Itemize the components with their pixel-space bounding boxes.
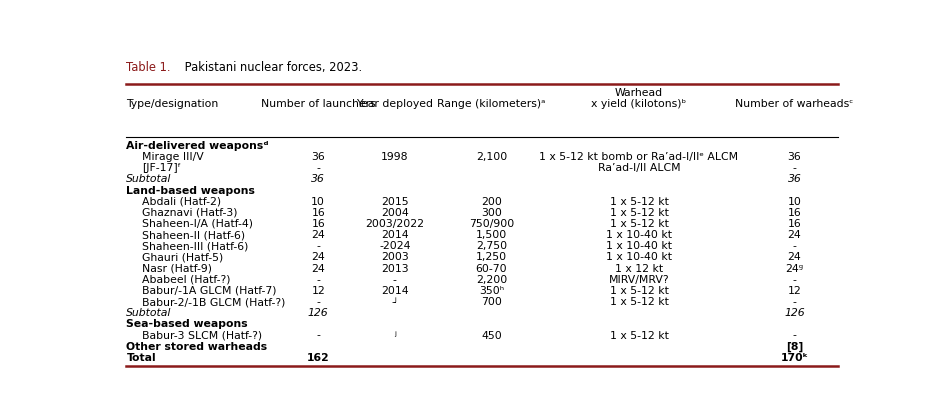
Text: Ghaznavi (Hatf-3): Ghaznavi (Hatf-3) bbox=[142, 208, 238, 218]
Text: 1 x 5-12 kt: 1 x 5-12 kt bbox=[610, 219, 668, 229]
Text: -: - bbox=[792, 163, 796, 173]
Text: [8]: [8] bbox=[786, 342, 803, 352]
Text: 2,100: 2,100 bbox=[476, 152, 507, 162]
Text: 24: 24 bbox=[311, 264, 325, 274]
Text: Type/designation: Type/designation bbox=[126, 99, 218, 109]
Text: Table 1.: Table 1. bbox=[126, 61, 171, 74]
Text: 24ᵍ: 24ᵍ bbox=[786, 264, 804, 274]
Text: 24: 24 bbox=[788, 252, 802, 263]
Text: 24: 24 bbox=[311, 230, 325, 240]
Text: 162: 162 bbox=[307, 353, 329, 363]
Text: 24: 24 bbox=[311, 252, 325, 263]
Text: -: - bbox=[316, 275, 320, 285]
Text: Babur-3 SLCM (Hatf-?): Babur-3 SLCM (Hatf-?) bbox=[142, 331, 263, 341]
Text: 1 x 12 kt: 1 x 12 kt bbox=[615, 264, 663, 274]
Text: Range (kilometers)ᵃ: Range (kilometers)ᵃ bbox=[438, 99, 546, 109]
Text: 24: 24 bbox=[788, 230, 802, 240]
Text: Shaheen-I/A (Hatf-4): Shaheen-I/A (Hatf-4) bbox=[142, 219, 253, 229]
Text: Ghauri (Hatf-5): Ghauri (Hatf-5) bbox=[142, 252, 224, 263]
Text: Warhead: Warhead bbox=[615, 88, 663, 98]
Text: 1,250: 1,250 bbox=[476, 252, 507, 263]
Text: -: - bbox=[792, 275, 796, 285]
Text: 2003: 2003 bbox=[381, 252, 408, 263]
Text: -: - bbox=[316, 331, 320, 341]
Text: -: - bbox=[316, 241, 320, 251]
Text: 1,500: 1,500 bbox=[476, 230, 507, 240]
Text: 300: 300 bbox=[481, 208, 502, 218]
Text: -: - bbox=[792, 297, 796, 307]
Text: 1 x 5-12 kt: 1 x 5-12 kt bbox=[610, 197, 668, 206]
Text: Year deployed: Year deployed bbox=[357, 99, 433, 109]
Text: 2,200: 2,200 bbox=[476, 275, 507, 285]
Text: Babur-2/-1B GLCM (Hatf-?): Babur-2/-1B GLCM (Hatf-?) bbox=[142, 297, 286, 307]
Text: 170ᵏ: 170ᵏ bbox=[780, 353, 808, 363]
Text: 126: 126 bbox=[784, 308, 805, 318]
Text: 1 x 5-12 kt: 1 x 5-12 kt bbox=[610, 286, 668, 296]
Text: MIRV/MRV?: MIRV/MRV? bbox=[609, 275, 669, 285]
Text: Total: Total bbox=[126, 353, 156, 363]
Text: -: - bbox=[316, 163, 320, 173]
Text: Babur/-1A GLCM (Hatf-7): Babur/-1A GLCM (Hatf-7) bbox=[142, 286, 277, 296]
Text: 10: 10 bbox=[788, 197, 802, 206]
Text: 1 x 10-40 kt: 1 x 10-40 kt bbox=[606, 252, 672, 263]
Text: 700: 700 bbox=[481, 297, 502, 307]
Text: -: - bbox=[792, 241, 796, 251]
Text: 750/900: 750/900 bbox=[469, 219, 514, 229]
Text: 2014: 2014 bbox=[381, 286, 408, 296]
Text: ʲ: ʲ bbox=[394, 331, 395, 341]
Text: 16: 16 bbox=[788, 219, 802, 229]
Text: Subtotal: Subtotal bbox=[126, 174, 172, 184]
Text: -ʲ: -ʲ bbox=[391, 297, 398, 307]
Text: Ababeel (Hatf-?): Ababeel (Hatf-?) bbox=[142, 275, 231, 285]
Text: -: - bbox=[316, 297, 320, 307]
Text: Ra’ad-I/II ALCM: Ra’ad-I/II ALCM bbox=[598, 163, 680, 173]
Text: 16: 16 bbox=[311, 208, 325, 218]
Text: -2024: -2024 bbox=[379, 241, 410, 251]
Text: 1 x 10-40 kt: 1 x 10-40 kt bbox=[606, 230, 672, 240]
Text: Number of launchers: Number of launchers bbox=[261, 99, 375, 109]
Text: 2003/2022: 2003/2022 bbox=[365, 219, 424, 229]
Text: 2013: 2013 bbox=[381, 264, 408, 274]
Text: 36: 36 bbox=[788, 152, 802, 162]
Text: Number of warheadsᶜ: Number of warheadsᶜ bbox=[735, 99, 853, 109]
Text: 36: 36 bbox=[311, 152, 325, 162]
Text: Air-delivered weaponsᵈ: Air-delivered weaponsᵈ bbox=[126, 141, 269, 151]
Text: 16: 16 bbox=[788, 208, 802, 218]
Text: Shaheen-III (Hatf-6): Shaheen-III (Hatf-6) bbox=[142, 241, 248, 251]
Text: [JF-17]ᶠ: [JF-17]ᶠ bbox=[142, 163, 182, 173]
Text: 36: 36 bbox=[311, 174, 325, 184]
Text: Sea-based weapons: Sea-based weapons bbox=[126, 319, 248, 329]
Text: -: - bbox=[792, 331, 796, 341]
Text: 2015: 2015 bbox=[381, 197, 408, 206]
Text: 12: 12 bbox=[788, 286, 802, 296]
Text: 1 x 5-12 kt: 1 x 5-12 kt bbox=[610, 208, 668, 218]
Text: 60-70: 60-70 bbox=[475, 264, 507, 274]
Text: 126: 126 bbox=[308, 308, 328, 318]
Text: Nasr (Hatf-9): Nasr (Hatf-9) bbox=[142, 264, 213, 274]
Text: 1 x 5-12 kt: 1 x 5-12 kt bbox=[610, 331, 668, 341]
Text: 1 x 5-12 kt: 1 x 5-12 kt bbox=[610, 297, 668, 307]
Text: 1998: 1998 bbox=[381, 152, 408, 162]
Text: 1 x 5-12 kt bomb or Ra’ad-I/IIᵉ ALCM: 1 x 5-12 kt bomb or Ra’ad-I/IIᵉ ALCM bbox=[539, 152, 739, 162]
Text: Subtotal: Subtotal bbox=[126, 308, 172, 318]
Text: Other stored warheads: Other stored warheads bbox=[126, 342, 267, 352]
Text: 16: 16 bbox=[311, 219, 325, 229]
Text: 12: 12 bbox=[311, 286, 325, 296]
Text: 450: 450 bbox=[481, 331, 502, 341]
Text: 2014: 2014 bbox=[381, 230, 408, 240]
Text: x yield (kilotons)ᵇ: x yield (kilotons)ᵇ bbox=[592, 99, 687, 109]
Text: 10: 10 bbox=[311, 197, 325, 206]
Text: 36: 36 bbox=[788, 174, 802, 184]
Text: 350ʰ: 350ʰ bbox=[479, 286, 504, 296]
Text: 2,750: 2,750 bbox=[476, 241, 507, 251]
Text: Pakistani nuclear forces, 2023.: Pakistani nuclear forces, 2023. bbox=[181, 61, 362, 74]
Text: -: - bbox=[392, 275, 397, 285]
Text: 1 x 10-40 kt: 1 x 10-40 kt bbox=[606, 241, 672, 251]
Text: Abdali (Hatf-2): Abdali (Hatf-2) bbox=[142, 197, 221, 206]
Text: Mirage III/V: Mirage III/V bbox=[142, 152, 204, 162]
Text: 2004: 2004 bbox=[381, 208, 408, 218]
Text: Land-based weapons: Land-based weapons bbox=[126, 186, 255, 196]
Text: Shaheen-II (Hatf-6): Shaheen-II (Hatf-6) bbox=[142, 230, 246, 240]
Text: 200: 200 bbox=[481, 197, 502, 206]
